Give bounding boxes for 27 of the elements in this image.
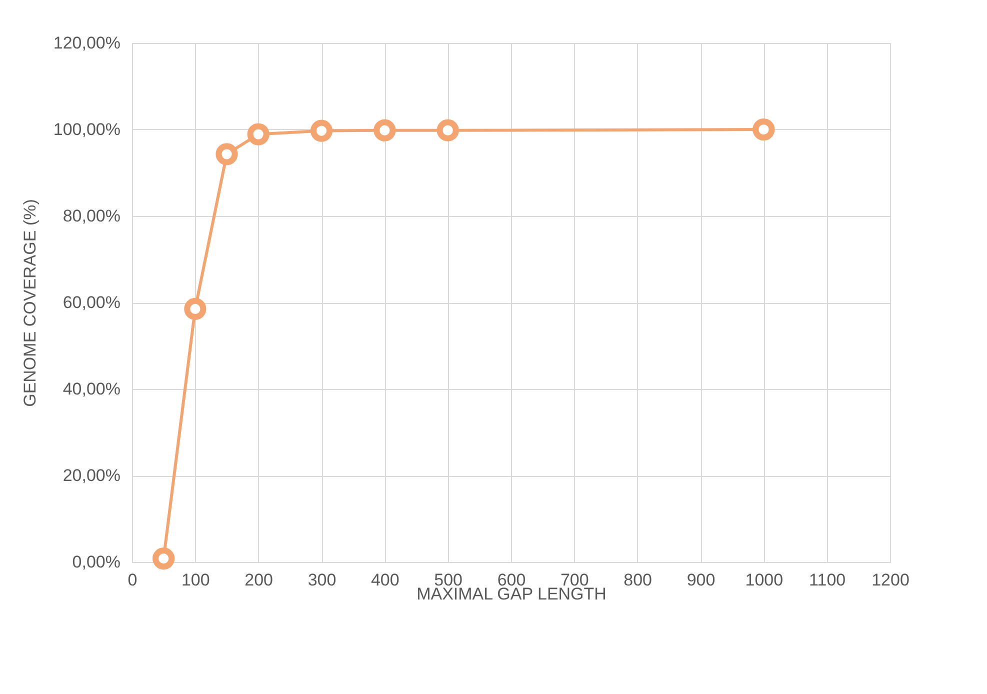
point xyxy=(247,123,270,146)
x-tick-label: 200 xyxy=(244,570,274,590)
y-tick-label: 80,00% xyxy=(62,206,120,226)
x-axis-title: MAXIMAL GAP LENGTH xyxy=(416,584,606,604)
point xyxy=(184,298,206,320)
x-tick-label: 100 xyxy=(181,570,210,590)
point xyxy=(752,118,775,141)
x-tick-label: 900 xyxy=(686,570,716,590)
y-tick-label: 100,00% xyxy=(53,120,120,139)
x-tick-label: 800 xyxy=(624,570,652,590)
point xyxy=(310,120,333,142)
x-tick-label: 1200 xyxy=(872,570,910,590)
y-tick-label: 0,00% xyxy=(72,552,120,572)
x-tick-label: 1100 xyxy=(809,570,846,590)
y-tick-label: 60,00% xyxy=(62,293,120,312)
y-tick-label: 120,00% xyxy=(53,34,120,52)
x-tick-label: 1000 xyxy=(745,570,784,590)
y-axis-title: GENOME COVERAGE (%) xyxy=(20,199,40,407)
x-tick-label: 300 xyxy=(308,570,336,590)
y-tick-label: 20,00% xyxy=(62,466,120,485)
point xyxy=(436,119,459,142)
point xyxy=(374,119,396,142)
point xyxy=(216,143,238,166)
x-tick-label: 0 xyxy=(128,570,138,590)
y-tick-label: 40,00% xyxy=(62,380,120,398)
x-tick-label: 400 xyxy=(370,570,400,590)
point xyxy=(152,547,175,570)
